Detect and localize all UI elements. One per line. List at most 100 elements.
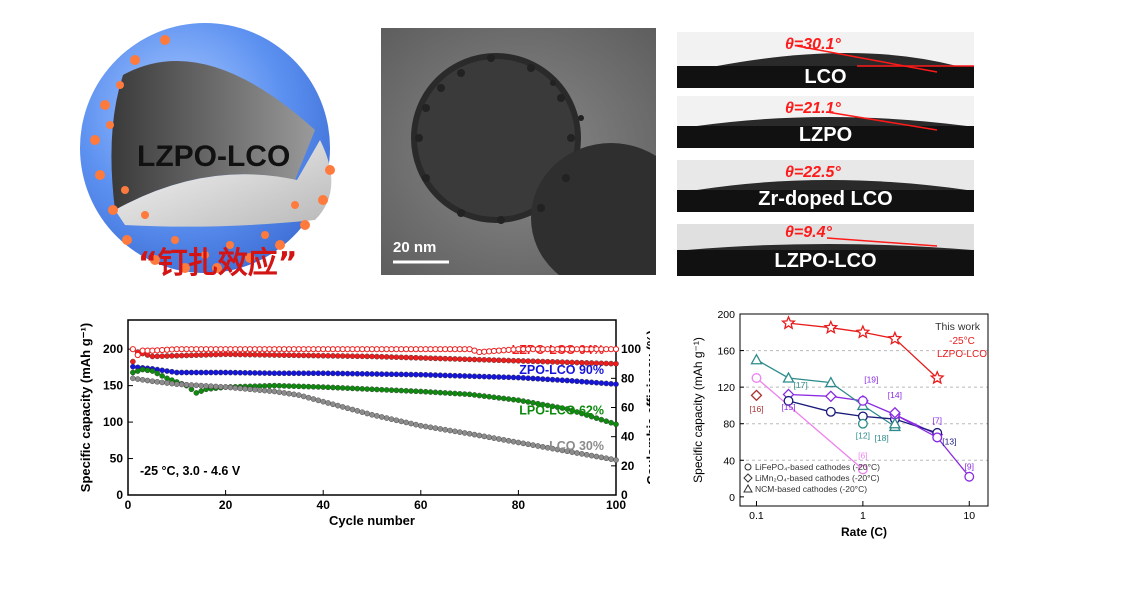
y-tick-label: 0	[116, 488, 123, 502]
data-point	[510, 438, 517, 445]
data-point	[330, 353, 336, 359]
data-point	[491, 357, 497, 363]
legend-entry: LiFePO₄-based cathodes (-20°C)	[744, 462, 880, 472]
data-point	[320, 352, 327, 359]
rate-series-2	[751, 373, 868, 475]
x-tick-label: 1	[860, 510, 866, 522]
data-point	[335, 353, 341, 359]
data-point	[593, 453, 600, 460]
data-point	[305, 352, 312, 359]
data-point	[476, 356, 483, 363]
data-point	[417, 371, 424, 378]
data-point	[364, 386, 370, 392]
data-point	[305, 370, 312, 377]
data-point	[383, 354, 390, 360]
data-point	[461, 430, 468, 436]
data-point	[598, 380, 605, 386]
data-point	[612, 346, 620, 353]
data-point	[271, 388, 278, 395]
data-point	[339, 385, 346, 391]
data-point	[129, 346, 136, 353]
data-point	[276, 370, 283, 377]
data-point	[457, 356, 463, 362]
data-point	[198, 369, 204, 376]
data-point	[408, 354, 414, 361]
data-point	[520, 440, 527, 447]
data-point	[359, 409, 366, 415]
data-point	[383, 387, 390, 393]
star-marker	[780, 315, 797, 330]
data-point	[271, 382, 278, 389]
data-point	[549, 376, 556, 383]
data-point	[183, 352, 190, 359]
contact-angle-value: θ=9.4°	[785, 224, 832, 241]
data-point	[169, 368, 175, 375]
data-point	[364, 353, 370, 360]
data-point	[505, 374, 512, 381]
data-point	[378, 353, 385, 360]
contact-angle-sample: LZPO	[798, 124, 853, 146]
data-point	[139, 376, 146, 383]
y2-tick-label: 0	[621, 488, 628, 502]
data-point	[481, 357, 488, 363]
data-point	[500, 374, 507, 380]
data-point	[369, 411, 375, 418]
data-point	[144, 367, 151, 374]
data-point	[466, 430, 473, 437]
this-work-label: This work	[935, 321, 981, 333]
data-point	[222, 384, 229, 390]
data-point	[432, 425, 439, 431]
reference-label: [16]	[749, 404, 763, 414]
data-point	[603, 455, 610, 462]
x-tick-label: 20	[219, 498, 233, 512]
data-point	[461, 356, 468, 363]
data-point	[393, 417, 400, 424]
legend-label: LiMn₂O₄-based cathodes (-20°C)	[755, 473, 880, 483]
data-point	[222, 369, 229, 376]
data-point	[242, 369, 248, 376]
data-point	[227, 384, 234, 391]
data-point	[466, 373, 473, 379]
data-point	[203, 383, 209, 389]
this-work-temp: -25°C	[949, 336, 975, 347]
data-point	[364, 371, 370, 377]
data-point	[378, 371, 385, 377]
data-point	[208, 369, 214, 376]
y-axis-label: Specific capacity (mAh g⁻¹)	[691, 337, 705, 483]
data-point	[369, 353, 375, 360]
reference-label: [9]	[965, 461, 974, 471]
cycling-chart: 0 20 40 60 80 100050100150200020406080100Cycl…	[78, 319, 650, 528]
data-point	[383, 371, 390, 377]
y-tick-label: 50	[110, 452, 124, 466]
series-lpo-lco: LPO-LCO 62%	[130, 366, 619, 428]
data-point	[213, 351, 219, 358]
reference-label: [17]	[794, 380, 808, 390]
data-point	[237, 385, 244, 392]
data-point	[330, 370, 336, 377]
data-point	[242, 386, 248, 392]
series-coulombic-efficiency	[129, 346, 620, 359]
data-point	[276, 389, 283, 395]
data-point	[408, 388, 414, 394]
data-point	[388, 387, 395, 393]
data-point	[247, 370, 253, 376]
data-point	[422, 388, 429, 395]
core-bottom-face	[115, 140, 332, 227]
data-point	[613, 421, 619, 428]
data-point	[500, 395, 507, 402]
data-point	[496, 357, 502, 364]
data-point	[481, 393, 488, 399]
data-point	[374, 386, 380, 393]
y-tick-label: 100	[103, 415, 123, 429]
data-point	[266, 370, 273, 376]
data-point	[198, 388, 204, 394]
data-point	[613, 457, 619, 463]
this-work-sample: LZPO-LCO	[937, 349, 987, 360]
data-point	[144, 377, 151, 384]
data-point	[505, 437, 512, 444]
contact-angle-panel-lzpo: θ=21.1° LZPO	[677, 96, 974, 148]
data-point	[603, 380, 610, 387]
contact-angle-value: θ=30.1°	[785, 36, 841, 53]
data-point	[130, 358, 136, 365]
data-point	[320, 398, 327, 405]
